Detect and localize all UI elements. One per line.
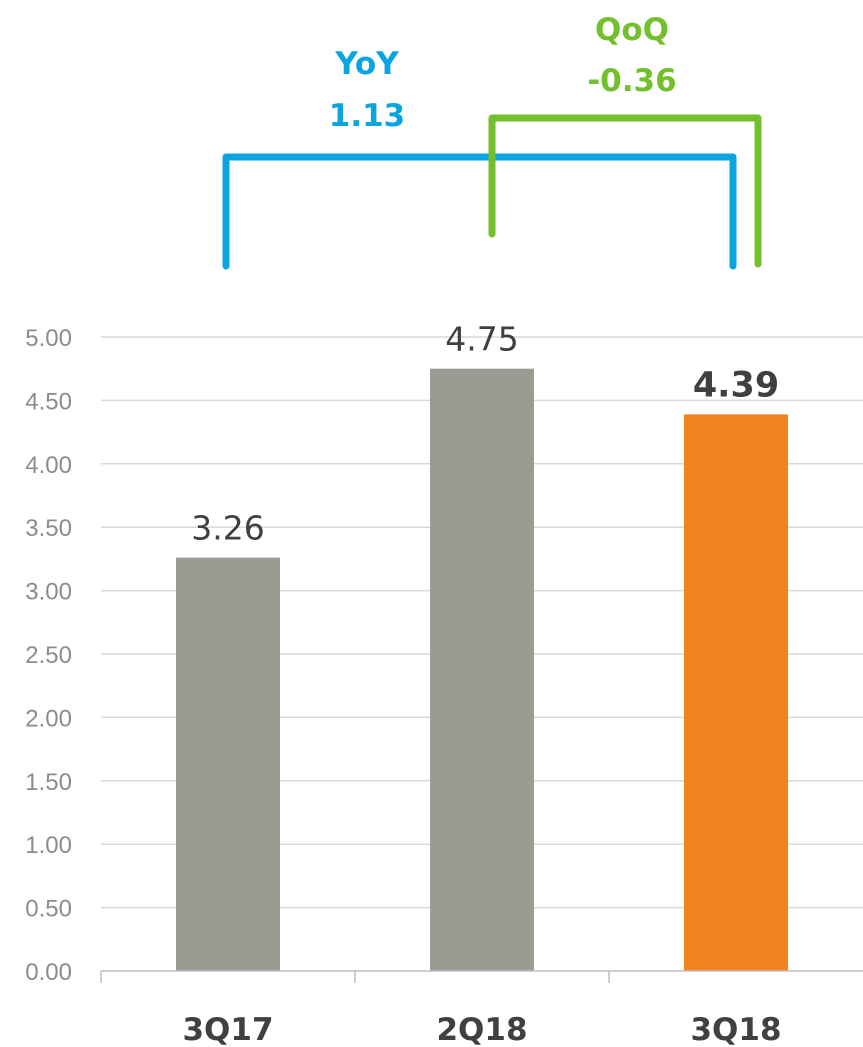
y-tick-label: 2.50 <box>25 642 72 669</box>
data-label: 4.75 <box>445 320 518 359</box>
change-annotations: YoY 1.13 QoQ -0.36 <box>222 12 762 270</box>
y-tick-label: 4.00 <box>25 452 72 479</box>
y-tick-label: 0.50 <box>25 896 72 923</box>
y-tick-label: 0.00 <box>25 959 72 986</box>
y-tick-label: 3.50 <box>25 515 72 542</box>
data-label: 3.26 <box>191 509 264 548</box>
yoy-value: 1.13 <box>329 98 406 134</box>
y-tick-label: 1.00 <box>25 832 72 859</box>
bar-2q18 <box>430 368 534 971</box>
bar-3q18 <box>684 414 788 971</box>
data-label: 4.39 <box>693 365 779 405</box>
category-label: 3Q17 <box>182 1012 273 1047</box>
yoy-label: YoY <box>334 46 399 82</box>
yoy-bracket <box>222 153 737 270</box>
y-tick-label: 1.50 <box>25 769 72 796</box>
x-axis: 3Q17 2Q18 3Q18 <box>100 970 863 1047</box>
y-tick-label: 4.50 <box>25 388 72 415</box>
qoq-bracket <box>488 114 762 268</box>
data-labels: 3.26 4.75 4.39 <box>191 320 779 548</box>
bars <box>176 368 788 971</box>
bar-3q17 <box>176 557 280 971</box>
y-tick-label: 2.00 <box>25 705 72 732</box>
qoq-label: QoQ <box>595 12 669 48</box>
category-label: 3Q18 <box>690 1012 781 1047</box>
qoq-value: -0.36 <box>587 63 676 99</box>
y-tick-label: 3.00 <box>25 579 72 606</box>
category-label: 2Q18 <box>436 1012 527 1047</box>
y-tick-label: 5.00 <box>25 325 72 352</box>
y-axis-ticks: 0.00 0.50 1.00 1.50 2.00 2.50 3.00 3.50 4.00 4.50… <box>25 325 72 986</box>
